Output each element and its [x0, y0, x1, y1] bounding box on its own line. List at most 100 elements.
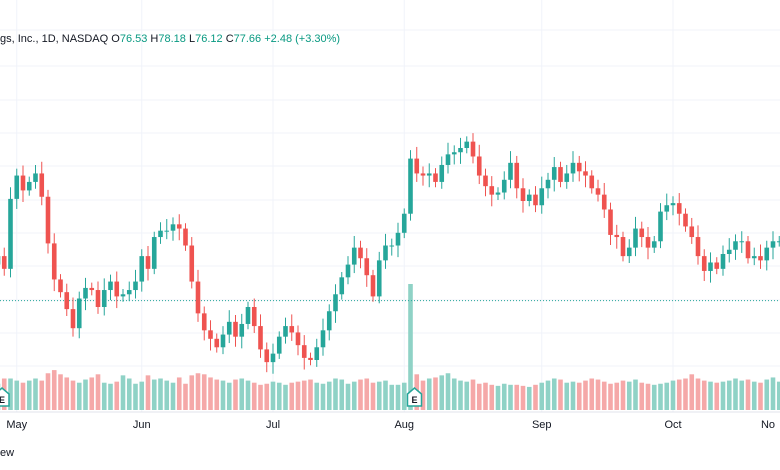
candle-body: [33, 173, 38, 182]
candle-body: [489, 186, 495, 195]
volume-bar: [189, 375, 195, 410]
candle-body: [708, 262, 713, 271]
candle-body: [139, 256, 145, 282]
candle-body: [314, 347, 320, 360]
volume-bar: [195, 373, 201, 410]
candle-body: [558, 167, 563, 182]
candle-body: [176, 224, 182, 229]
candle-body: [720, 254, 726, 269]
volume-bar: [351, 381, 357, 410]
candle-body: [420, 173, 426, 176]
volume-bar: [651, 384, 657, 410]
candle-body: [508, 162, 513, 180]
volume-bar: [239, 378, 245, 410]
volume-bar: [426, 378, 432, 410]
candle-body: [683, 213, 688, 227]
candle-body: [183, 228, 188, 246]
volume-bar: [433, 377, 438, 410]
earnings-marker-label: E: [411, 395, 417, 405]
candle-body: [339, 277, 345, 295]
volume-bar: [701, 380, 707, 410]
candle-body: [545, 179, 551, 189]
volume-bar: [158, 378, 163, 410]
candle-body: [570, 162, 576, 174]
candle-body: [151, 237, 157, 269]
candle-body: [470, 141, 476, 157]
candle-body: [639, 228, 645, 238]
volume-bar: [664, 382, 670, 410]
candle-body: [26, 181, 32, 191]
candle-body: [58, 279, 63, 293]
volume-bar: [83, 379, 88, 410]
volume-bar: [358, 379, 363, 410]
volume-bar: [645, 383, 651, 410]
volume-bar: [633, 379, 638, 410]
x-tick-label: Oct: [664, 419, 681, 431]
volume-bar: [233, 379, 238, 410]
candle-body: [358, 247, 363, 259]
volume-bar: [595, 379, 601, 410]
volume-bar: [76, 382, 82, 410]
volume-bar: [514, 384, 520, 410]
volume-bar: [339, 379, 345, 410]
candle-body: [658, 211, 663, 242]
candle-body: [308, 357, 313, 360]
volume-bar: [626, 381, 632, 410]
volume-bar: [39, 380, 45, 410]
volume-bar: [601, 381, 607, 410]
low-value: 76.12: [195, 33, 223, 45]
candle-body: [89, 287, 95, 291]
volume-bar: [583, 380, 588, 410]
volume-bar: [758, 382, 763, 410]
volume-bar: [276, 382, 282, 410]
candle-body: [95, 290, 101, 307]
candle-body: [270, 353, 276, 363]
candle-body: [226, 321, 232, 335]
earnings-marker-badge: [406, 387, 423, 407]
volume-bar: [264, 383, 270, 410]
volume-bar: [445, 373, 451, 410]
volume-bar: [683, 378, 688, 410]
high-value: 78.18: [158, 33, 186, 45]
candle-body: [533, 194, 538, 206]
candle-body: [476, 156, 482, 176]
candle-body: [614, 234, 620, 238]
volume-bar: [670, 380, 676, 410]
volume-bar: [376, 381, 382, 410]
volume-bar: [726, 380, 732, 410]
candle-body: [564, 173, 570, 182]
volume-bar: [483, 382, 488, 410]
candle-body: [276, 336, 282, 354]
close-value: 77.66: [233, 33, 262, 45]
candle-body: [551, 167, 557, 180]
candle-body: [126, 290, 132, 295]
candle-body: [376, 260, 382, 297]
volume-bar: [620, 380, 626, 410]
volume-bar: [658, 383, 663, 410]
volume-bar: [745, 379, 751, 410]
close-label: C: [225, 33, 234, 45]
volume-bar: [89, 377, 95, 410]
candle-body: [39, 173, 45, 197]
volume-bar: [751, 381, 757, 410]
volume-bar: [733, 378, 738, 410]
volume-bar: [551, 378, 557, 410]
candle-body: [170, 224, 176, 231]
candle-body: [758, 256, 763, 261]
candle-body: [1, 256, 7, 269]
volume-bar: [564, 382, 570, 410]
volume-bar: [20, 382, 26, 410]
candle-body: [70, 309, 76, 329]
volume-bar: [489, 384, 495, 410]
volume-bar: [114, 381, 120, 410]
candle-body: [239, 323, 245, 337]
candle-body: [389, 245, 395, 247]
candle-body: [251, 307, 257, 327]
candle-body: [651, 241, 657, 248]
candle-body: [664, 205, 670, 212]
candle-body: [83, 287, 88, 299]
candle-body: [451, 152, 457, 155]
volume-bar: [695, 378, 701, 410]
